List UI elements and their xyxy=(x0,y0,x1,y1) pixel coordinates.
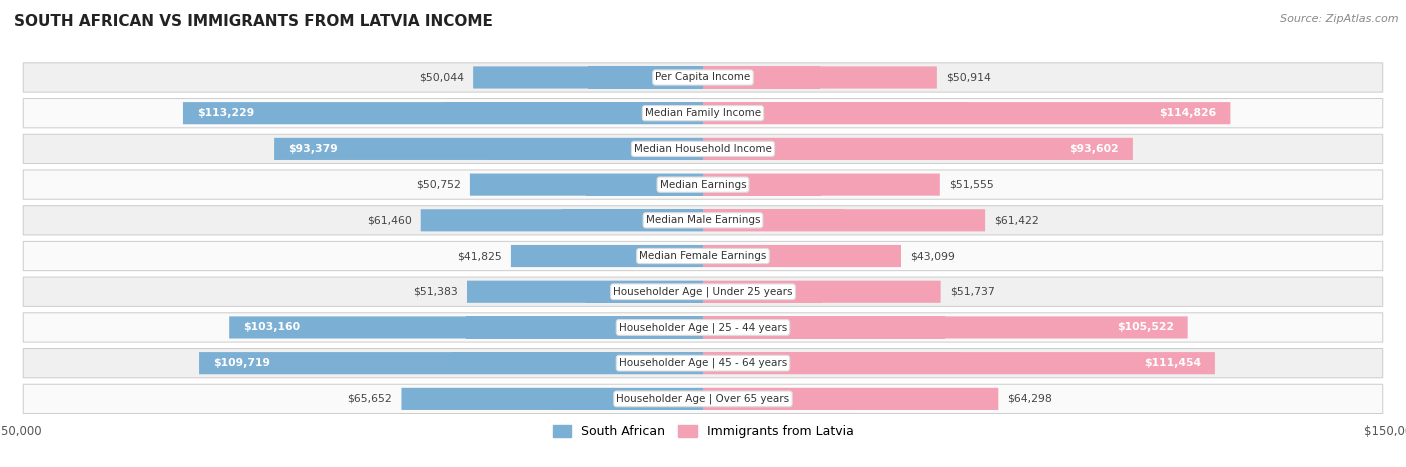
Bar xyxy=(703,352,959,374)
FancyBboxPatch shape xyxy=(24,313,1382,342)
Text: SOUTH AFRICAN VS IMMIGRANTS FROM LATVIA INCOME: SOUTH AFRICAN VS IMMIGRANTS FROM LATVIA … xyxy=(14,14,494,29)
Text: Householder Age | Under 25 years: Householder Age | Under 25 years xyxy=(613,286,793,297)
FancyBboxPatch shape xyxy=(474,66,703,89)
Bar xyxy=(607,245,703,267)
Bar xyxy=(703,102,967,124)
FancyBboxPatch shape xyxy=(703,352,1215,374)
Bar xyxy=(562,209,703,231)
FancyBboxPatch shape xyxy=(703,209,986,231)
FancyBboxPatch shape xyxy=(24,384,1382,413)
Text: $61,460: $61,460 xyxy=(367,215,412,225)
Text: $103,160: $103,160 xyxy=(243,322,299,333)
FancyBboxPatch shape xyxy=(703,102,1230,124)
Text: $50,752: $50,752 xyxy=(416,180,461,190)
FancyBboxPatch shape xyxy=(24,170,1382,199)
Text: Source: ZipAtlas.com: Source: ZipAtlas.com xyxy=(1281,14,1399,24)
Text: $111,454: $111,454 xyxy=(1144,358,1201,368)
Bar xyxy=(703,316,945,339)
Text: Householder Age | 45 - 64 years: Householder Age | 45 - 64 years xyxy=(619,358,787,368)
Bar xyxy=(703,281,823,303)
FancyBboxPatch shape xyxy=(274,138,703,160)
FancyBboxPatch shape xyxy=(24,205,1382,235)
FancyBboxPatch shape xyxy=(183,102,703,124)
Text: Median Earnings: Median Earnings xyxy=(659,180,747,190)
Bar xyxy=(703,209,844,231)
Bar xyxy=(703,174,821,196)
FancyBboxPatch shape xyxy=(703,245,901,267)
FancyBboxPatch shape xyxy=(24,63,1382,92)
Bar xyxy=(553,388,703,410)
Text: Median Male Earnings: Median Male Earnings xyxy=(645,215,761,225)
Text: Householder Age | Over 65 years: Householder Age | Over 65 years xyxy=(616,394,790,404)
FancyBboxPatch shape xyxy=(470,174,703,196)
FancyBboxPatch shape xyxy=(703,281,941,303)
Text: $50,914: $50,914 xyxy=(946,72,991,83)
FancyBboxPatch shape xyxy=(229,316,703,339)
Bar xyxy=(488,138,703,160)
Bar xyxy=(703,138,918,160)
FancyBboxPatch shape xyxy=(24,277,1382,306)
Text: $64,298: $64,298 xyxy=(1008,394,1052,404)
Text: $41,825: $41,825 xyxy=(457,251,502,261)
Bar xyxy=(703,245,801,267)
Text: Median Female Earnings: Median Female Earnings xyxy=(640,251,766,261)
Text: Householder Age | 25 - 44 years: Householder Age | 25 - 44 years xyxy=(619,322,787,333)
FancyBboxPatch shape xyxy=(24,134,1382,163)
FancyBboxPatch shape xyxy=(200,352,703,374)
Text: Median Household Income: Median Household Income xyxy=(634,144,772,154)
FancyBboxPatch shape xyxy=(24,241,1382,271)
FancyBboxPatch shape xyxy=(703,138,1133,160)
Text: $51,383: $51,383 xyxy=(413,287,458,297)
FancyBboxPatch shape xyxy=(467,281,703,303)
FancyBboxPatch shape xyxy=(402,388,703,410)
Text: $93,379: $93,379 xyxy=(288,144,337,154)
Bar xyxy=(703,388,851,410)
Text: $114,826: $114,826 xyxy=(1160,108,1216,118)
FancyBboxPatch shape xyxy=(703,174,939,196)
Text: $50,044: $50,044 xyxy=(419,72,464,83)
FancyBboxPatch shape xyxy=(24,99,1382,128)
Text: $113,229: $113,229 xyxy=(197,108,254,118)
Text: $61,422: $61,422 xyxy=(994,215,1039,225)
Text: $51,555: $51,555 xyxy=(949,180,994,190)
FancyBboxPatch shape xyxy=(420,209,703,231)
FancyBboxPatch shape xyxy=(703,388,998,410)
Bar xyxy=(451,352,703,374)
Bar xyxy=(467,316,703,339)
Text: $109,719: $109,719 xyxy=(212,358,270,368)
Text: Per Capita Income: Per Capita Income xyxy=(655,72,751,83)
Text: Median Family Income: Median Family Income xyxy=(645,108,761,118)
FancyBboxPatch shape xyxy=(510,245,703,267)
FancyBboxPatch shape xyxy=(24,348,1382,378)
Text: $93,602: $93,602 xyxy=(1070,144,1119,154)
Text: $65,652: $65,652 xyxy=(347,394,392,404)
Text: $51,737: $51,737 xyxy=(950,287,994,297)
Bar xyxy=(588,66,703,89)
FancyBboxPatch shape xyxy=(703,66,936,89)
Bar xyxy=(703,66,820,89)
Bar xyxy=(443,102,703,124)
Bar xyxy=(586,174,703,196)
Legend: South African, Immigrants from Latvia: South African, Immigrants from Latvia xyxy=(547,420,859,443)
Text: $105,522: $105,522 xyxy=(1116,322,1174,333)
Bar xyxy=(585,281,703,303)
Text: $43,099: $43,099 xyxy=(910,251,955,261)
FancyBboxPatch shape xyxy=(703,316,1188,339)
